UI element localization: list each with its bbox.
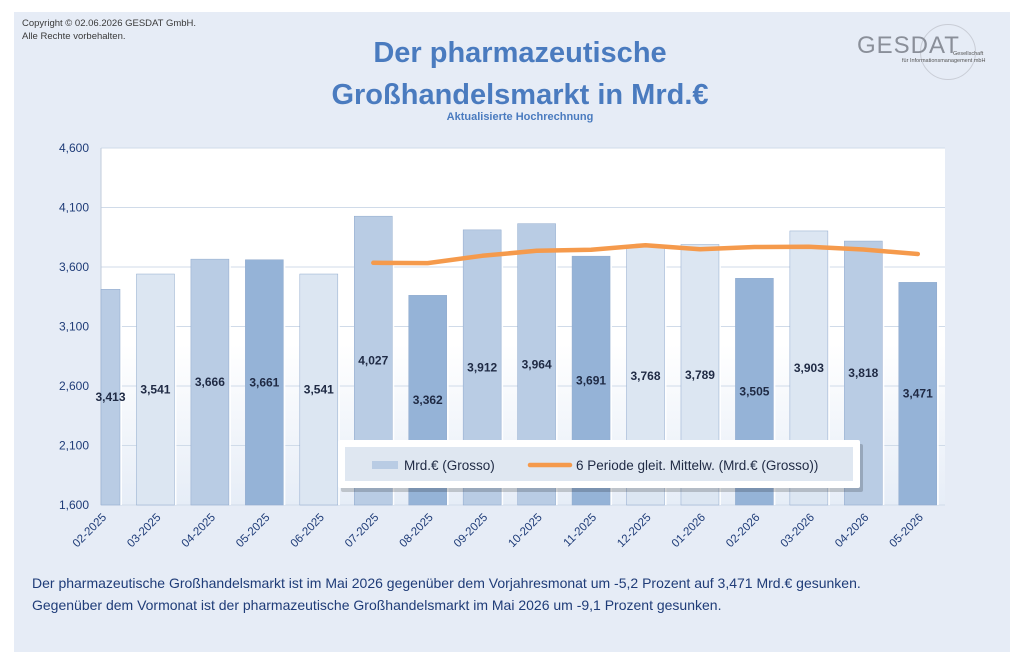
x-tick-label: 12-2025 — [615, 512, 653, 550]
bar-value-label: 3,964 — [522, 357, 552, 371]
x-tick-label: 08-2025 — [397, 512, 435, 550]
x-tick-label: 11-2025 — [561, 512, 599, 550]
bar-value-label: 3,541 — [304, 383, 334, 397]
chart-title: Der pharmazeutische Großhandelsmarkt in … — [250, 32, 790, 116]
legend-label-bar: Mrd.€ (Grosso) — [404, 458, 495, 473]
chart-subtitle: Aktualisierte Hochrechnung — [446, 111, 594, 123]
y-tick-label: 4,600 — [59, 141, 89, 155]
bar — [245, 259, 284, 506]
x-tick-label: 05-2025 — [234, 512, 272, 550]
x-tick-label: 04-2026 — [833, 512, 871, 550]
y-tick-label: 2,600 — [59, 379, 89, 393]
x-tick-label: 01-2026 — [670, 512, 708, 550]
copyright-notice: Copyright © 02.06.2026 GESDAT GmbH. Alle… — [22, 17, 196, 43]
y-tick-label: 2,100 — [59, 439, 89, 453]
bar-value-label: 3,541 — [140, 383, 170, 397]
x-tick-label: 03-2026 — [779, 512, 817, 550]
bar-value-label: 4,027 — [358, 354, 388, 368]
bar-value-label: 3,505 — [739, 385, 769, 399]
x-tick-label: 09-2025 — [452, 512, 490, 550]
bar — [136, 273, 175, 506]
x-tick-label: 07-2025 — [343, 512, 381, 550]
bar — [898, 282, 938, 506]
copyright-line: Copyright © 02.06.2026 GESDAT GmbH. — [22, 18, 197, 29]
bar-value-label: 3,471 — [903, 387, 933, 401]
rights-line: Alle Rechte vorbehalten. — [22, 31, 126, 42]
legend-inner — [345, 447, 853, 481]
bar-value-label: 3,789 — [685, 368, 715, 382]
legend-label-line: 6 Periode gleit. Mittelw. (Mrd.€ (Grosso… — [576, 458, 818, 473]
y-tick-label: 3,600 — [59, 260, 89, 274]
x-tick-label: 02-2025 — [71, 512, 109, 550]
bar — [190, 258, 230, 506]
x-tick-label: 02-2026 — [724, 512, 762, 550]
x-tick-label: 04-2025 — [180, 512, 218, 550]
bar — [100, 289, 121, 506]
y-tick-label: 3,100 — [59, 320, 89, 334]
y-tick-label: 1,600 — [59, 498, 89, 512]
bar-value-label: 3,666 — [195, 375, 225, 389]
logo-tagline-1: Gesellschaft — [953, 51, 984, 57]
x-tick-label: 03-2025 — [125, 512, 163, 550]
footnote: Der pharmazeutische Großhandelsmarkt ist… — [32, 572, 992, 616]
legend-swatch-bar — [372, 461, 398, 469]
bar-value-label: 3,362 — [413, 393, 443, 407]
bar-value-label: 3,818 — [848, 366, 878, 380]
footnote-line-1: Der pharmazeutische Großhandelsmarkt ist… — [32, 575, 861, 591]
y-tick-label: 4,100 — [59, 201, 89, 215]
bar — [299, 273, 339, 506]
footnote-line-2: Gegenüber dem Vormonat ist der pharmazeu… — [32, 597, 722, 613]
bar-value-label: 3,903 — [794, 361, 824, 375]
x-tick-label: 05-2026 — [888, 512, 926, 550]
logo-tagline-2: für Informationsmanagement mbH — [902, 58, 986, 64]
bar-value-label: 3,691 — [576, 374, 606, 388]
bar-value-label: 3,912 — [467, 360, 497, 374]
x-tick-label: 06-2025 — [289, 512, 327, 550]
x-tick-label: 10-2025 — [506, 512, 544, 550]
chart-title-line-1: Der pharmazeutische — [373, 37, 667, 69]
gesdat-logo: GESDAT Gesellschaft für Informationsmana… — [850, 24, 985, 96]
chart-title-line-2: Großhandelsmarkt in Mrd.€ — [331, 79, 709, 111]
logo-ring-icon — [920, 24, 976, 80]
logo-wordmark: GESDAT — [857, 32, 960, 59]
moving-average-line — [371, 242, 921, 266]
bar-value-label: 3,661 — [249, 375, 279, 389]
bar-value-label: 3,413 — [95, 390, 125, 404]
bar-value-label: 3,768 — [631, 369, 661, 383]
